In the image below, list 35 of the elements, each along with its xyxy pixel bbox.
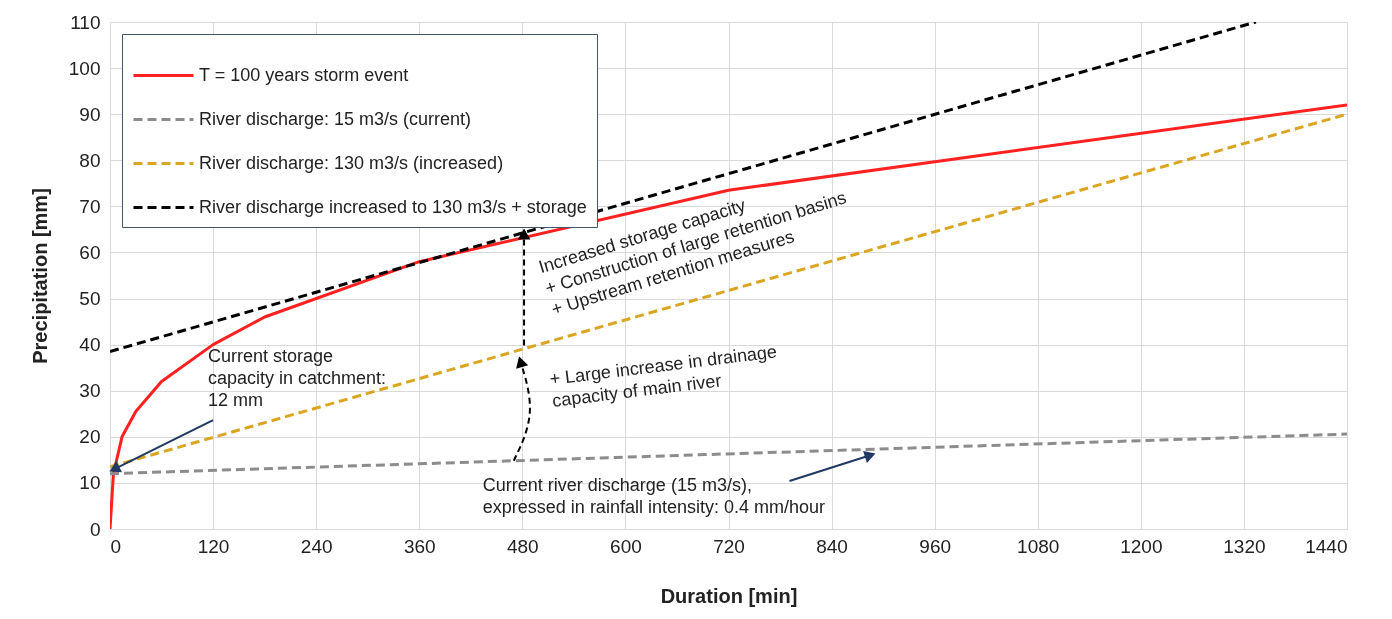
x-axis-title: Duration [min] [660, 584, 798, 607]
annotation: + Large increase in drainage capacity of main river [548, 341, 778, 411]
y-tick-label: 60 [79, 241, 101, 263]
line-series [110, 103, 1347, 529]
x-tick-label: 600 [610, 535, 642, 557]
x-tick-label: 720 [713, 535, 745, 557]
x-tick-label: 840 [816, 535, 848, 557]
legend-label: River discharge: 130 m3/s (increased) [199, 152, 504, 173]
y-tick-label: 40 [79, 334, 101, 356]
y-tick-label: 0 [89, 518, 101, 540]
annotation: Current storage capacity in catchment: 12 mm [207, 346, 387, 411]
y-tick-label: 100 [68, 57, 101, 79]
x-tick-label: 960 [919, 535, 952, 557]
x-tick-label: 1440 [1305, 535, 1348, 557]
y-tick-label: 10 [79, 472, 101, 494]
y-tick-label: 70 [79, 195, 101, 217]
y-tick-label: 90 [79, 103, 101, 125]
y-tick-label: 110 [70, 11, 101, 33]
legend-label: River discharge increased to 130 m3/s + storage [199, 196, 587, 217]
x-tick-label: 360 [403, 535, 436, 557]
y-tick-label: 30 [79, 380, 101, 402]
y-axis-title: Precipitation [mm] [28, 188, 51, 364]
x-tick-label: 1080 [1017, 535, 1060, 557]
legend-label: River discharge: 15 m3/s (current) [199, 108, 472, 129]
x-tick-label: 1320 [1223, 535, 1266, 557]
y-tick-label: 80 [79, 149, 101, 171]
y-tick-label: 50 [79, 288, 101, 310]
x-tick-label: 240 [300, 535, 333, 557]
x-tick-label: 120 [197, 535, 230, 557]
x-tick-label: 480 [506, 535, 539, 557]
x-tick-label: 1200 [1120, 535, 1163, 557]
y-tick-label: 20 [79, 426, 101, 448]
annotation: Current river discharge (15 m3/s), expressed in rainfall intensity: 0.4 mm/hour [482, 475, 825, 518]
x-tick-label: 0 [110, 535, 122, 557]
legend-label: T = 100 years storm event [199, 64, 409, 85]
